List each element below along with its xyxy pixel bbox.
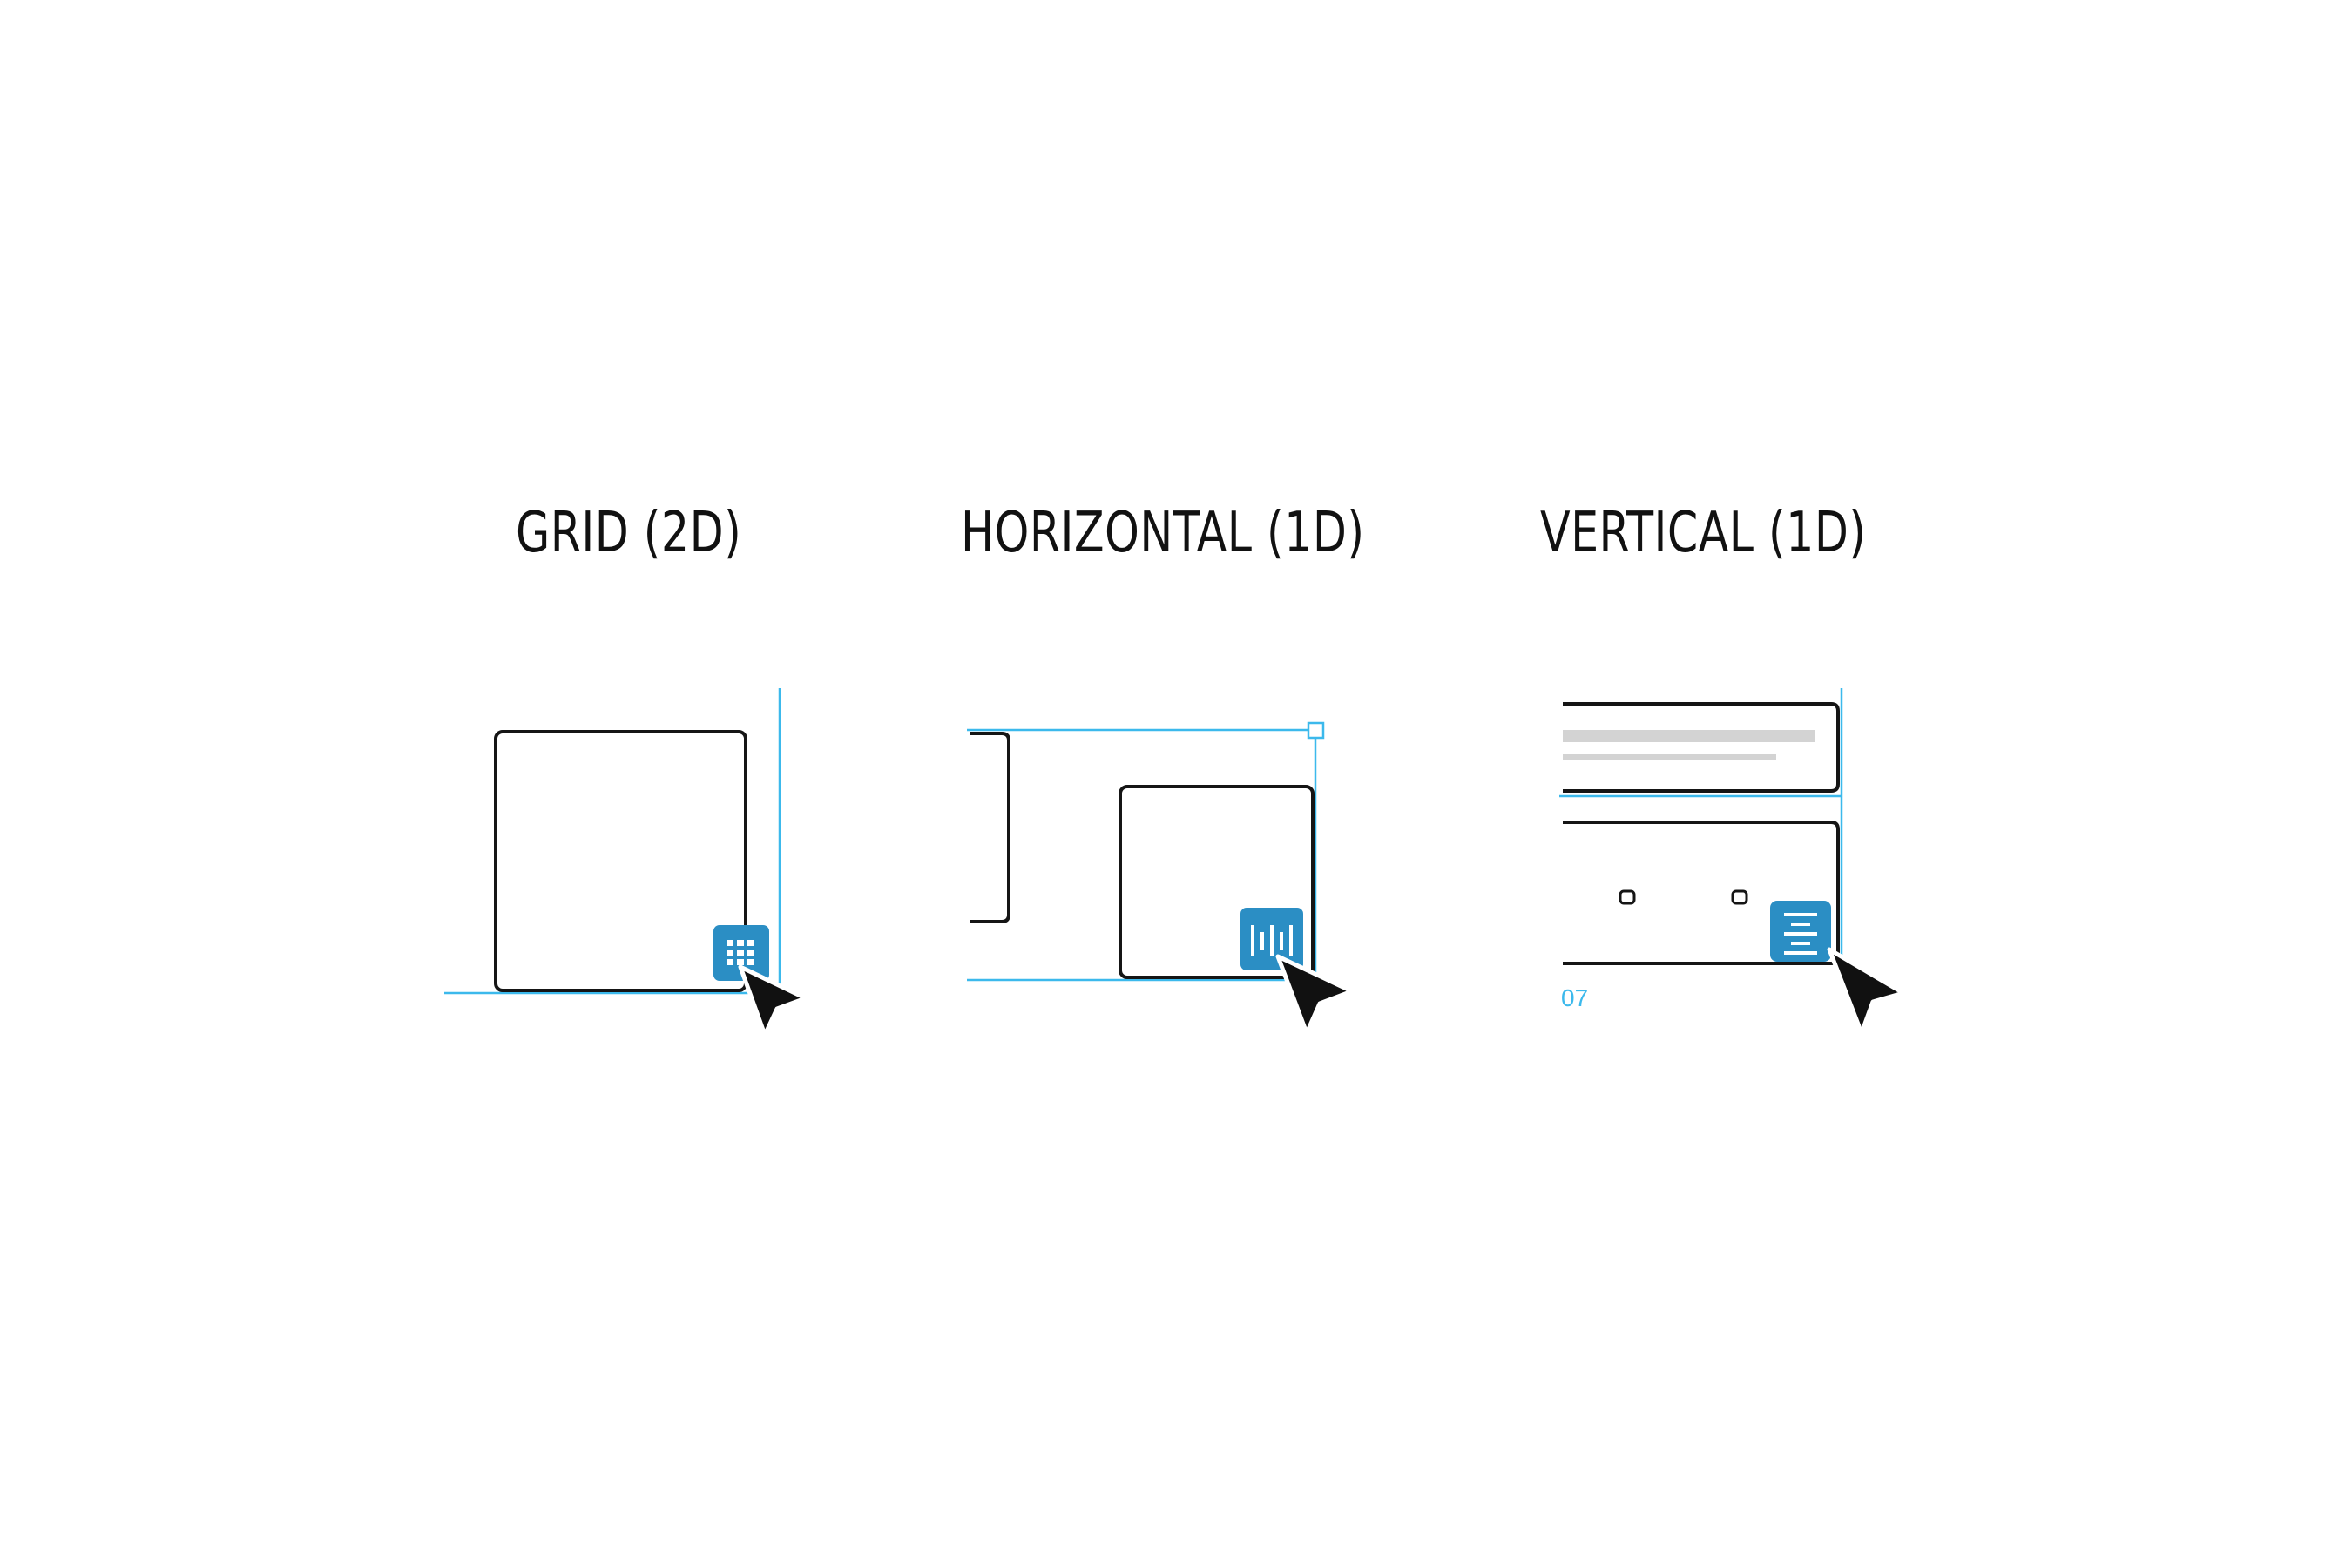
partial-left-frame [970,732,1010,923]
horizontal-layout-icon[interactable] [1240,908,1303,970]
vertical-panel-title: VERTICAL (1D) [1540,501,1867,565]
top-card-frame [1563,702,1840,793]
dot-control[interactable] [1619,889,1636,905]
arrow-cursor-icon [1275,954,1355,1036]
measurement-label: 07 [1561,984,1588,1011]
vertical-layout-illustration: 07 [1559,688,1906,1036]
resize-handle[interactable] [1307,721,1325,740]
horizontal-panel-title: HORIZONTAL (1D) [961,501,1365,565]
horizontal-layout-illustration [967,721,1355,1036]
text-placeholder-bar [1563,730,1815,742]
vertical-layout-icon[interactable] [1770,901,1831,962]
arrow-cursor-icon [738,964,808,1037]
arrow-cursor-icon [1827,947,1906,1036]
grid-layout-icon[interactable] [713,925,769,981]
text-placeholder-line [1563,754,1776,760]
grid-layout-illustration [444,688,808,1037]
dot-control[interactable] [1731,889,1748,905]
grid-panel-title: GRID (2D) [516,501,742,565]
grid-frame [494,730,747,992]
